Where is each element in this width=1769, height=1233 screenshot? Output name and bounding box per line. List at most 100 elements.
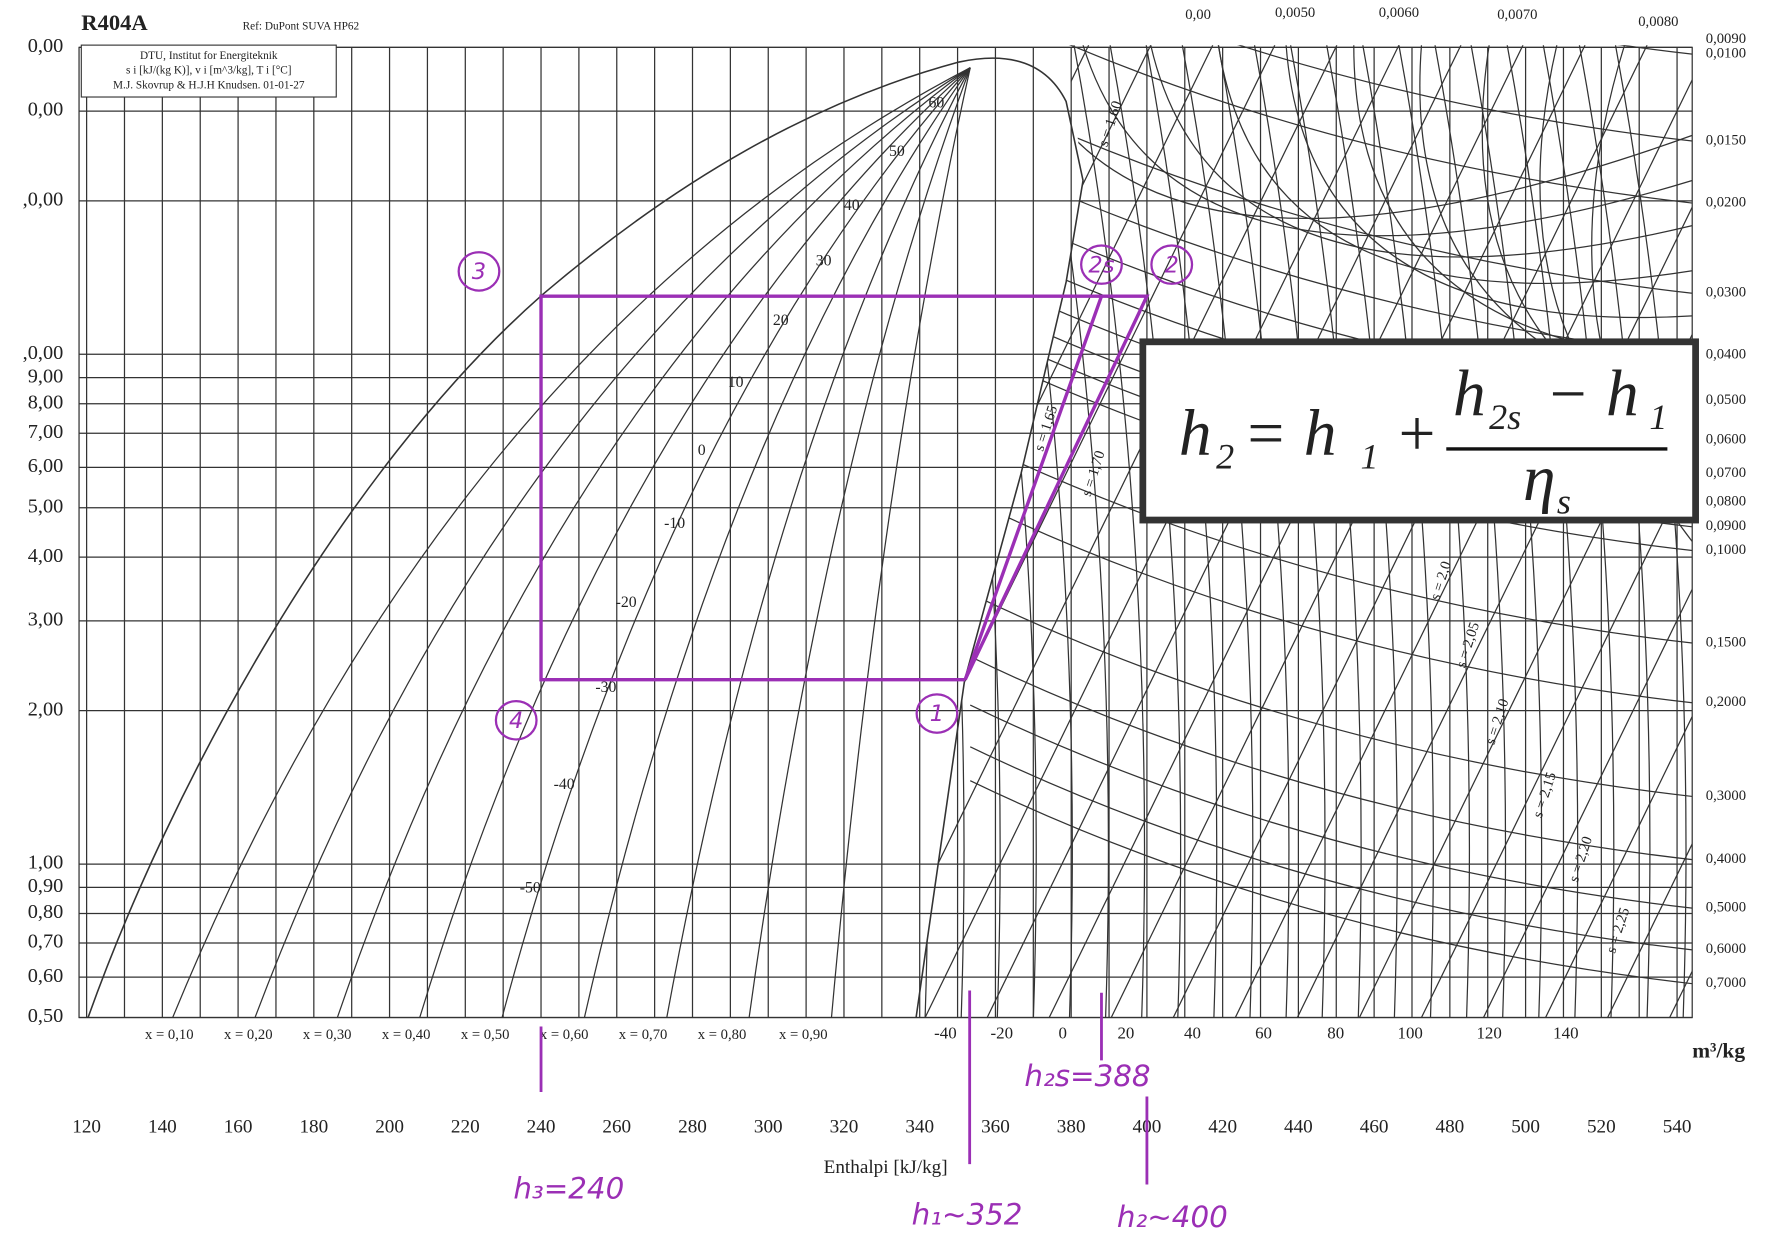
- quality-label: x = 0,50: [461, 1027, 510, 1043]
- point-label: 2s: [1088, 252, 1114, 278]
- volume-label: 0,0090: [1706, 31, 1746, 47]
- isotherm-label: 60: [929, 94, 945, 111]
- annotation: h₂s=388: [1024, 1059, 1150, 1093]
- y-tick-label: 0,50: [28, 1005, 64, 1027]
- point-label: 3: [472, 259, 486, 285]
- volume-label: 0,2000: [1706, 694, 1746, 710]
- formula-part: 1: [1649, 397, 1667, 437]
- y-tick-label: 0,70: [28, 931, 64, 953]
- formula-part: s: [1557, 482, 1571, 522]
- isotherm-label: 0: [698, 442, 706, 459]
- ph-diagram: 1201401601802002202402602803003203403603…: [0, 0, 1769, 1233]
- y-tick-label: 1,00: [28, 852, 64, 874]
- x-tick-label: 460: [1360, 1116, 1389, 1137]
- y-tick-label: 4,00: [28, 545, 64, 567]
- y-tick-label: 3,00: [28, 609, 64, 631]
- volume-label: 0,1500: [1706, 634, 1746, 650]
- x-axis-label: Enthalpi [kJ/kg]: [824, 1157, 948, 1178]
- volume-label: 0,00: [1185, 7, 1211, 23]
- x-tick-label: 240: [527, 1116, 556, 1137]
- volume-label: 0,0700: [1706, 465, 1746, 481]
- formula-part: +: [1394, 398, 1438, 470]
- temperature-label: 100: [1398, 1023, 1423, 1042]
- y-tick-label: 2,00: [28, 698, 64, 720]
- formula-part: = h: [1243, 398, 1336, 470]
- x-tick-label: 120: [72, 1116, 101, 1137]
- x-tick-label: 480: [1435, 1116, 1464, 1137]
- x-tick-label: 360: [981, 1116, 1010, 1137]
- isotherm-label: -50: [520, 880, 541, 897]
- x-tick-label: 500: [1511, 1116, 1540, 1137]
- x-tick-label: 440: [1284, 1116, 1313, 1137]
- temperature-label: 0: [1059, 1023, 1067, 1042]
- volume-label: 0,6000: [1706, 941, 1746, 957]
- volume-label: 0,0500: [1706, 392, 1746, 408]
- x-tick-label: 200: [375, 1116, 404, 1137]
- x-tick-label: 540: [1663, 1116, 1692, 1137]
- y-tick-label: ,0,00: [23, 342, 64, 364]
- quality-label: x = 0,30: [303, 1027, 352, 1043]
- isotherm-label: 50: [889, 143, 905, 160]
- y-tick-label: 9,00: [28, 365, 64, 387]
- quality-label: x = 0,90: [779, 1027, 828, 1043]
- x-tick-label: 320: [830, 1116, 859, 1137]
- quality-label: x = 0,10: [145, 1027, 194, 1043]
- isotherm-label: 10: [728, 374, 744, 391]
- quality-label: x = 0,80: [698, 1027, 747, 1043]
- volume-label: 0,0300: [1706, 285, 1746, 301]
- y-tick-label: 8,00: [28, 391, 64, 413]
- x-tick-label: 340: [905, 1116, 934, 1137]
- y-tick-label: 0,60: [28, 965, 64, 987]
- x-tick-label: 420: [1208, 1116, 1237, 1137]
- volume-label: 0,4000: [1706, 851, 1746, 867]
- x-tick-label: 220: [451, 1116, 480, 1137]
- formula-part: 2s: [1489, 397, 1521, 437]
- volume-label: 0,1000: [1706, 542, 1746, 558]
- volume-label: 0,7000: [1706, 975, 1746, 991]
- temperature-label: 20: [1117, 1023, 1134, 1042]
- volume-label: 0,0060: [1379, 5, 1419, 21]
- chart-subtitle: Ref: DuPont SUVA HP62: [243, 21, 360, 33]
- volume-label: 0,0800: [1706, 493, 1746, 509]
- temperature-label: 40: [1184, 1023, 1201, 1042]
- point-label: 2: [1165, 252, 1179, 278]
- formula-part: h: [1179, 398, 1212, 470]
- annotation: h₂~400: [1117, 1200, 1228, 1233]
- x-tick-label: 160: [224, 1116, 253, 1137]
- formula-part: 1: [1361, 437, 1379, 477]
- quality-label: x = 0,70: [619, 1027, 668, 1043]
- point-label: 1: [930, 701, 944, 727]
- volume-label: 0,0080: [1638, 14, 1678, 30]
- info-line: M.J. Skovrup & H.J.H Knudsen. 01-01-27: [113, 79, 305, 91]
- point-label: 4: [509, 708, 523, 734]
- temperature-label: -40: [934, 1023, 957, 1042]
- y-tick-label: 0,80: [28, 901, 64, 923]
- temperature-label: -20: [991, 1023, 1014, 1042]
- x-tick-label: 300: [754, 1116, 783, 1137]
- y-tick-label: 0,90: [28, 875, 64, 897]
- y-tick-label: 0,00: [28, 99, 64, 121]
- y-tick-label: 7,00: [28, 421, 64, 443]
- temperature-label: 140: [1553, 1023, 1578, 1042]
- quality-label: x = 0,60: [540, 1027, 589, 1043]
- x-tick-label: 260: [602, 1116, 631, 1137]
- info-line: s i [kJ/(kg K)], v i [m^3/kg], T i [°C]: [126, 65, 292, 77]
- formula-part: − h: [1546, 358, 1639, 430]
- temperature-label: 80: [1327, 1023, 1344, 1042]
- isotherm-label: 20: [773, 312, 789, 329]
- volume-label: 0,0100: [1706, 46, 1746, 62]
- isotherm-label: 30: [816, 252, 832, 269]
- x-tick-label: 520: [1587, 1116, 1616, 1137]
- volume-label: 0,0070: [1497, 7, 1537, 23]
- volume-label: 0,3000: [1706, 788, 1746, 804]
- quality-label: x = 0,20: [224, 1027, 273, 1043]
- y-tick-label: 6,00: [28, 455, 64, 477]
- volume-label: 0,0400: [1706, 347, 1746, 363]
- y-tick-label: 5,00: [28, 495, 64, 517]
- temperature-label: 120: [1476, 1023, 1501, 1042]
- isotherm-label: -40: [554, 776, 575, 793]
- chart-title: R404A: [81, 10, 148, 35]
- annotation: h₁~352: [912, 1198, 1023, 1232]
- isotherm-label: 40: [844, 197, 860, 214]
- isotherm-label: -20: [616, 594, 637, 611]
